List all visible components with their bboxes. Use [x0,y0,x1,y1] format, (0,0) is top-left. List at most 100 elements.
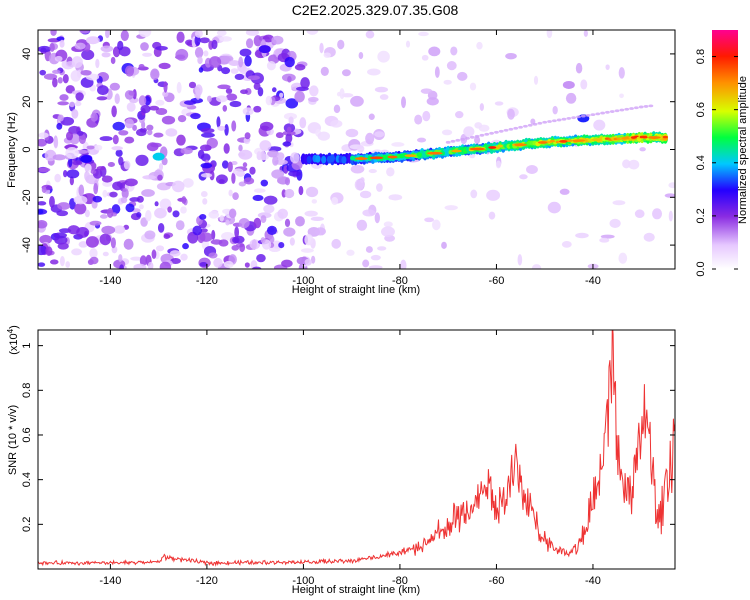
noise-blob [643,232,655,242]
ridge-branch [508,127,514,131]
ridge-branch [614,109,620,113]
noise-blob [345,128,359,138]
x-tick-label: -120 [196,275,218,287]
noise-blob [38,220,48,229]
noise-blob [200,173,213,178]
noise-blob [231,161,238,166]
noise-blob [194,30,203,38]
noise-blob [97,85,109,96]
noise-blob [227,161,233,173]
noise-blob [38,45,52,53]
ridge-branch [585,113,591,117]
noise-blob [271,169,285,179]
colorbar-ticks: 0.0 0.2 0.4 0.6 0.8 [695,49,738,277]
noise-blob [93,183,99,195]
noise-blob [242,107,254,116]
spectrogram-ridge [300,104,668,166]
noise-blob [416,137,427,143]
noise-blob [231,172,236,184]
noise-blob [238,181,246,187]
noise-blob [238,217,250,229]
noise-blob [144,230,156,240]
noise-blob [124,118,135,129]
ridge-branch [494,130,499,134]
noise-blob [285,133,293,144]
noise-blob [81,49,95,61]
noise-blob [253,35,262,47]
ridge-branch [537,121,543,125]
noise-blob [165,128,178,137]
noise-blob [71,109,79,119]
noise-blob [138,30,152,38]
noise-feature [152,152,165,161]
ridge-peak [488,146,497,149]
noise-blob [111,105,117,118]
noise-blob [206,95,212,103]
noise-blob [618,252,628,264]
noise-blob [668,210,673,222]
noise-blob [200,162,213,169]
noise-blob [219,215,224,222]
noise-blob [101,175,113,183]
ridge-branch [580,114,586,118]
noise-blob [53,232,67,239]
noise-blob [78,133,87,145]
noise-blob [146,124,154,131]
noise-blob [628,159,640,170]
noise-blob [188,81,197,89]
noise-blob [232,168,244,176]
noise-blob [304,258,312,266]
noise-blob [275,132,284,139]
noise-blob [118,254,123,262]
noise-blob [176,81,182,94]
ridge-branch [566,117,572,120]
noise-blob [240,89,248,95]
noise-blob [59,39,65,48]
noise-blob [208,252,218,259]
noise-blob [140,42,149,51]
noise-blob [74,202,87,215]
noise-blob [400,259,407,269]
noise-blob [374,131,385,138]
ridge-peak [404,154,417,158]
noise-blob [38,245,48,256]
ridge-cell [341,156,347,164]
noise-blob [314,227,326,236]
noise-blob [182,178,194,188]
noise-blob [337,39,345,50]
noise-blob [201,132,215,138]
noise-blob [139,204,144,210]
noise-blob [90,112,98,122]
noise-blob [94,144,103,151]
colorbar-tick-label: 0.2 [695,208,707,223]
noise-blob [271,35,284,45]
x-tick-label: -140 [99,275,121,287]
ridge-branch [527,123,533,127]
noise-blob [231,120,237,132]
noise-blob [228,189,233,197]
noise-blob [157,222,165,233]
noise-blob [368,168,377,174]
noise-blob [225,219,230,226]
noise-blob [234,73,245,80]
ridge-cell [315,155,321,163]
noise-blob [220,55,234,63]
spectrogram-noise [38,30,675,269]
noise-blob [155,108,168,116]
noise-blob [158,163,164,171]
noise-blob [310,255,316,264]
noise-blob [266,60,276,71]
noise-blob [421,54,429,61]
noise-blob [479,103,484,111]
noise-blob [260,237,266,244]
noise-blob [249,166,256,175]
noise-blob [123,238,134,250]
y-tick-label: 0 [21,146,33,152]
noise-blob [57,242,69,250]
noise-blob [257,87,264,97]
snr-x-axis: -140 -120 -100 -80 -60 -40 [99,330,601,587]
noise-blob [239,48,252,57]
noise-blob [123,160,131,170]
noise-blob [228,60,240,66]
noise-blob [72,160,83,166]
